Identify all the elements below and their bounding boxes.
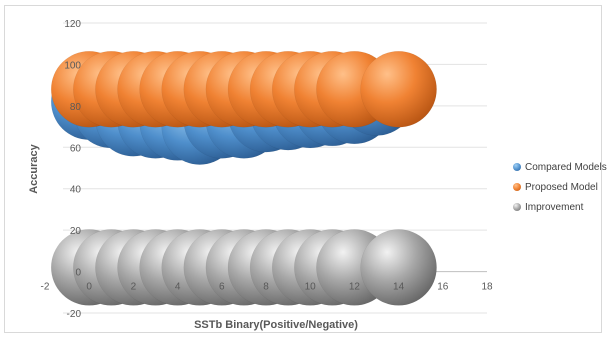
x-tick-label: -2: [41, 282, 50, 293]
legend-item-compared-models: Compared Models: [513, 157, 607, 177]
legend-swatch-compared-models: [513, 163, 521, 171]
y-tick-label: 0: [75, 268, 81, 279]
legend-swatch-improvement: [513, 203, 521, 211]
legend-swatch-proposed-model: [513, 183, 521, 191]
x-tick-label: 16: [437, 282, 449, 293]
y-tick-label: 60: [70, 143, 82, 154]
y-tick-label: -20: [67, 309, 82, 320]
legend-label: Proposed Model: [525, 181, 598, 193]
legend: Compared Models Proposed Model Improveme…: [513, 157, 607, 217]
bubble-proposed-model: [360, 51, 437, 128]
bubble-improvement: [360, 229, 437, 306]
x-tick-label: 8: [263, 282, 269, 293]
x-axis-title: SSTb Binary(Positive/Negative): [194, 319, 358, 331]
x-tick-label: 4: [175, 282, 181, 293]
x-tick-label: 6: [219, 282, 225, 293]
legend-item-improvement: Improvement: [513, 197, 607, 217]
y-tick-label: 100: [64, 60, 81, 71]
y-tick-label: 80: [70, 102, 82, 113]
y-tick-label: 40: [70, 185, 82, 196]
x-tick-label: 2: [131, 282, 137, 293]
x-tick-label: 10: [305, 282, 317, 293]
series-improvement: [50, 229, 437, 306]
x-tick-label: 18: [481, 282, 493, 293]
x-tick-label: 0: [86, 282, 92, 293]
legend-label: Improvement: [525, 201, 584, 213]
y-tick-label: 120: [64, 19, 81, 30]
legend-label: Compared Models: [525, 161, 607, 173]
x-tick-label: 14: [393, 282, 405, 293]
legend-item-proposed-model: Proposed Model: [513, 177, 607, 197]
chart-frame: -20 0 20 40 60 80 100 120 -2 0 2 4 6 8 10 12 14 16 18 SSTb…: [4, 5, 607, 333]
y-axis-title: Accuracy: [28, 143, 40, 193]
x-tick-label: 12: [349, 282, 361, 293]
series-proposed-model: [50, 51, 437, 128]
y-tick-label: 20: [70, 226, 82, 237]
